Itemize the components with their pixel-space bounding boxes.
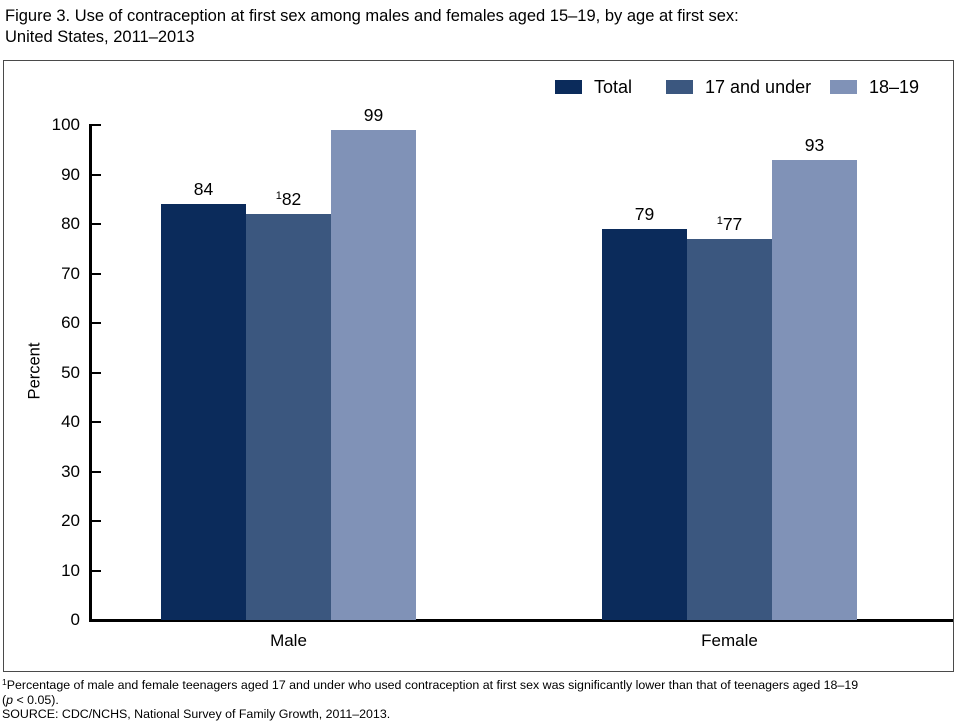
- bar-value-label-female-18-19: 93: [804, 134, 825, 155]
- legend-swatch-total-icon: [555, 80, 582, 94]
- y-tick-mark-10: [91, 569, 101, 572]
- bar-value-label-male-17-and-under: 182: [275, 189, 302, 210]
- plot-area: Percent 0 10 20 30 40 50 60 70 80 90 100 84 182 99 Mal…: [4, 61, 953, 671]
- legend-swatch-17-and-under-icon: [666, 80, 693, 94]
- footnote-line-2-rest: < 0.05).: [13, 692, 59, 707]
- x-category-label-male: Male: [270, 631, 307, 650]
- y-tick-mark-70: [91, 272, 101, 275]
- y-tick-mark-60: [91, 322, 101, 324]
- bar-male-18-19: [331, 129, 416, 620]
- y-tick-mark-90: [91, 173, 101, 176]
- footnote-line-1: 1Percentage of male and female teenagers…: [2, 678, 958, 693]
- bar-male-17-and-under: [246, 214, 331, 620]
- legend-item-17-and-under: 17 and under: [666, 76, 812, 97]
- legend: Total 17 and under 18–19: [4, 76, 953, 98]
- legend-item-18-19: 18–19: [830, 76, 920, 97]
- y-tick-mark-50: [91, 371, 101, 374]
- legend-label-18-19: 18–19: [869, 76, 920, 97]
- footnote: 1Percentage of male and female teenagers…: [2, 678, 958, 722]
- y-tick-label-100: 100: [51, 115, 80, 134]
- footnote-line-2-p: p: [6, 692, 14, 707]
- bar-female-total: [602, 228, 687, 620]
- y-tick-label-80: 80: [61, 214, 80, 233]
- y-tick-mark-100: [91, 124, 101, 126]
- figure-title-line-2: United States, 2011–2013: [5, 28, 195, 46]
- footnote-line-2: (p < 0.05).: [2, 693, 958, 708]
- y-tick-label-20: 20: [61, 511, 80, 530]
- chart-frame: Total 17 and under 18–19 Percent 0 10 20 30…: [3, 60, 954, 672]
- y-tick-label-10: 10: [61, 560, 80, 580]
- x-axis-line: [89, 619, 953, 622]
- y-axis-line: [89, 124, 92, 621]
- footnote-line-2-open: (: [2, 692, 7, 707]
- footnote-line-1-text: Percentage of male and female teenagers …: [6, 678, 859, 692]
- footnote-source: SOURCE: CDC/NCHS, National Survey of Fam…: [2, 707, 391, 721]
- y-tick-mark-30: [91, 470, 101, 473]
- footnote-marker: 1: [2, 677, 7, 687]
- y-tick-label-60: 60: [61, 313, 80, 332]
- y-tick-label-50: 50: [61, 362, 80, 382]
- y-tick-mark-20: [91, 520, 101, 522]
- legend-label-total: Total: [594, 76, 633, 97]
- x-category-label-female: Female: [701, 631, 758, 650]
- figure-title: Figure 3. Use of contraception at first …: [5, 6, 739, 48]
- bar-value-label-female-17-and-under: 177: [716, 213, 743, 234]
- y-tick-mark-40: [91, 421, 101, 423]
- legend-swatch-18-19-icon: [830, 80, 857, 94]
- bar-female-18-19: [772, 159, 857, 620]
- bar-value-label-male-total: 84: [193, 179, 214, 200]
- legend-item-total: Total: [555, 76, 633, 97]
- y-tick-label-0: 0: [70, 610, 80, 629]
- bar-value-label-female-total: 79: [634, 203, 655, 224]
- y-tick-label-90: 90: [61, 164, 80, 184]
- bar-female-17-and-under: [687, 238, 772, 620]
- bar-male-total: [161, 204, 246, 620]
- y-tick-label-40: 40: [61, 412, 80, 431]
- y-tick-mark-80: [91, 223, 101, 225]
- y-tick-label-30: 30: [61, 461, 80, 481]
- bar-value-label-male-18-19: 99: [363, 104, 384, 125]
- legend-label-17-and-under: 17 and under: [705, 76, 812, 97]
- figure-title-line-1: Figure 3. Use of contraception at first …: [5, 7, 739, 25]
- y-tick-label-70: 70: [61, 263, 80, 283]
